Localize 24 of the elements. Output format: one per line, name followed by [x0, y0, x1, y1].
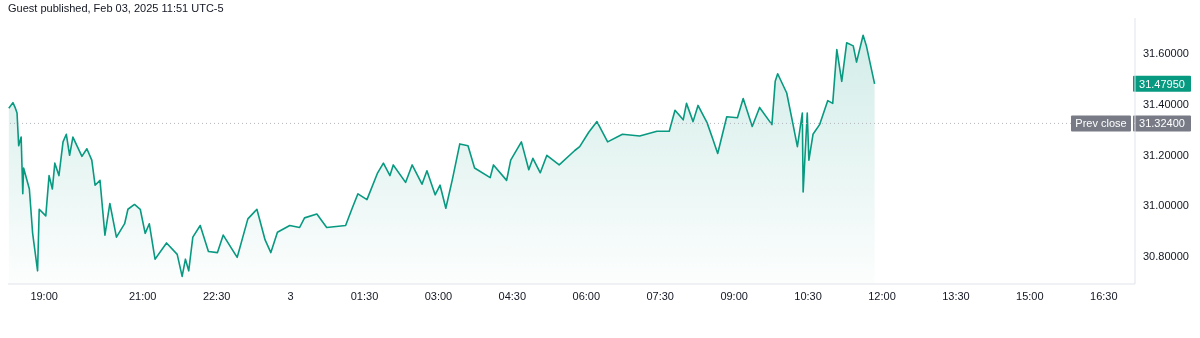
x-tick-label: 03:00	[424, 289, 453, 302]
x-tick-label: 12:00	[868, 289, 896, 302]
x-tick-label: 16:30	[1090, 289, 1118, 302]
text: 31.32400	[1139, 117, 1185, 130]
x-tick-label: 22:30	[202, 289, 231, 302]
y-tick-label: 31.60000	[1143, 47, 1189, 60]
x-tick-label: 15:00	[1016, 289, 1044, 302]
x-tick-label: 13:30	[942, 289, 970, 302]
text: 31.47950	[1139, 77, 1185, 90]
x-tick-label: 09:00	[720, 289, 748, 302]
x-tick-label: 07:30	[646, 289, 674, 302]
x-tick-label: 3	[287, 289, 294, 302]
x-tick-label: 19:00	[30, 289, 58, 302]
ref-line-label: Prev close	[1075, 117, 1127, 130]
x-tick-label: 01:30	[350, 289, 379, 302]
y-tick-label: 31.40000	[1143, 98, 1189, 111]
x-tick-label: 04:30	[498, 289, 527, 302]
x-tick-label: 21:00	[128, 289, 157, 302]
x-tick-label: 06:00	[572, 289, 601, 302]
y-tick-label: 30.80000	[1143, 250, 1189, 263]
y-tick-label: 31.20000	[1143, 148, 1189, 161]
x-tick-label: 10:30	[794, 289, 822, 302]
text: Guest published, Feb 03, 2025 11:51 UTC-5	[8, 2, 224, 14]
y-tick-label: 31.00000	[1143, 199, 1189, 212]
